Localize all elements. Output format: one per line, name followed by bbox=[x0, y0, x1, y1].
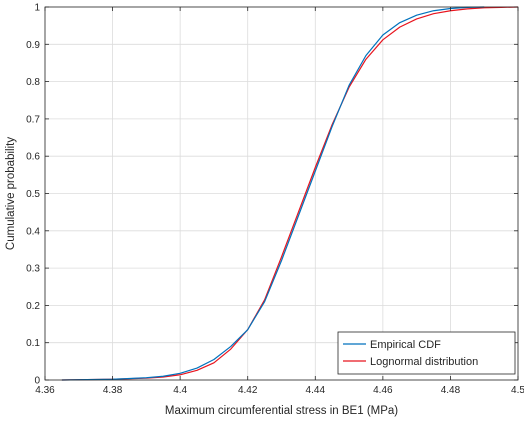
legend-label-empirical-cdf: Empirical CDF bbox=[370, 339, 441, 351]
y-tick-label: 0 bbox=[34, 376, 40, 387]
y-tick-label: 0.6 bbox=[26, 152, 40, 163]
legend-box bbox=[337, 331, 516, 375]
legend-label-lognormal: Lognormal distribution bbox=[370, 356, 478, 368]
y-tick-label: 0.2 bbox=[26, 301, 40, 312]
y-tick-label: 0.4 bbox=[26, 226, 40, 237]
x-tick-label: 4.38 bbox=[103, 385, 123, 396]
x-axis-label: Maximum circumferential stress in BE1 (M… bbox=[165, 405, 398, 417]
axis-ticks: 4.36 4.38 4.4 4.42 4.44 4.46 4.48 4.5 0 0.1 0.2 0.3… bbox=[26, 3, 524, 397]
x-tick-label: 4.42 bbox=[238, 385, 258, 396]
series-line-empirical-cdf bbox=[61, 6, 485, 381]
y-tick-label: 0.9 bbox=[26, 40, 40, 51]
x-tick-label: 4.36 bbox=[35, 385, 55, 396]
x-tick-label: 4.48 bbox=[441, 385, 461, 396]
y-tick-label: 1 bbox=[34, 3, 40, 14]
y-axis-label: Cumulative probability bbox=[5, 137, 17, 250]
legend: Empirical CDF Lognormal distribution bbox=[337, 331, 516, 375]
x-tick-label: 4.46 bbox=[373, 385, 393, 396]
y-tick-label: 0.8 bbox=[26, 77, 40, 88]
x-tick-label: 4.5 bbox=[511, 385, 524, 396]
y-tick-label: 0.1 bbox=[26, 338, 40, 349]
x-tick-label: 4.44 bbox=[306, 385, 326, 396]
y-tick-label: 0.5 bbox=[26, 189, 40, 200]
x-tick-label: 4.4 bbox=[173, 385, 187, 396]
y-tick-label: 0.7 bbox=[26, 114, 40, 125]
grid-lines bbox=[44, 6, 519, 381]
y-tick-label: 0.3 bbox=[26, 264, 40, 275]
